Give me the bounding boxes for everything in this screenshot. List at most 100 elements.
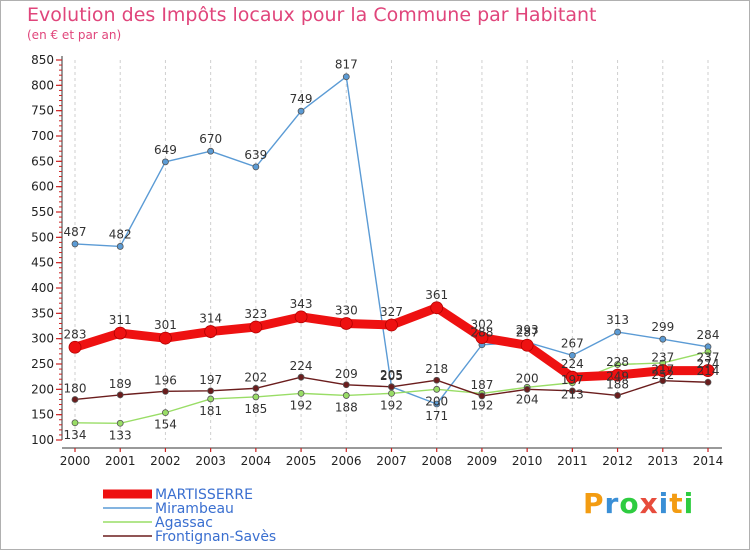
point-Mirambeau-2008: [433, 400, 441, 408]
data-label-Agassac-2008: 200: [425, 394, 448, 408]
data-label-Mirambeau-2008: 171: [425, 409, 448, 423]
data-label-Mirambeau-2009: 288: [470, 326, 493, 340]
data-label-MARTISSERRE-2006: 330: [335, 303, 358, 317]
data-label-Mirambeau-2001: 482: [109, 227, 132, 241]
point-Frontignan-Savès-2003: [207, 387, 215, 395]
point-MARTISSERRE-2000: [68, 340, 82, 354]
point-Agassac-2002: [162, 409, 169, 417]
data-label-Agassac-2006: 188: [335, 400, 358, 414]
x-tick-label: 2003: [195, 454, 226, 468]
data-label-Agassac-2003: 181: [199, 404, 222, 418]
data-label-Agassac-2005: 192: [290, 398, 313, 412]
data-label-Mirambeau-2014: 284: [697, 328, 720, 342]
data-label-MARTISSERRE-2004: 323: [244, 307, 267, 321]
data-label-Frontignan-Savès-2009: 187: [470, 378, 493, 392]
data-label-MARTISSERRE-2013: 237: [651, 351, 674, 365]
point-Agassac-2004: [252, 393, 260, 401]
point-Frontignan-Savès-2002: [162, 387, 169, 395]
data-label-Frontignan-Savès-2013: 217: [651, 363, 674, 377]
data-label-Agassac-2002: 154: [154, 418, 177, 432]
y-tick-label: 500: [31, 230, 54, 244]
legend-label-Frontignan-Savès: Frontignan-Savès: [155, 529, 276, 545]
point-MARTISSERRE-2013: [656, 364, 670, 377]
data-label-MARTISSERRE-2009: 302: [470, 318, 493, 332]
data-label-Frontignan-Savès-2014: 214: [697, 364, 720, 378]
data-label-Frontignan-Savès-2001: 189: [109, 377, 132, 391]
point-Frontignan-Savès-2011: [568, 387, 576, 395]
data-label-Agassac-2001: 133: [109, 428, 132, 442]
point-MARTISSERRE-2002: [159, 331, 172, 345]
x-tick-label: 2007: [376, 454, 407, 468]
point-Agassac-2005: [297, 389, 305, 397]
point-Agassac-2007: [388, 389, 395, 397]
data-label-Agassac-2010: 204: [516, 392, 539, 406]
data-label-Agassac-2009: 192: [470, 398, 493, 412]
logo-letter: i: [683, 487, 695, 520]
point-Frontignan-Savès-2009: [478, 392, 486, 400]
y-tick-label: 750: [31, 104, 54, 118]
y-tick-label: 200: [31, 382, 54, 396]
point-Frontignan-Savès-2008: [433, 376, 441, 384]
data-label-Mirambeau-2002: 649: [154, 143, 177, 157]
point-Mirambeau-2006: [342, 73, 350, 81]
logo-letter: r: [604, 487, 620, 520]
data-label-Agassac-2007: 192: [380, 398, 403, 412]
point-Frontignan-Savès-2012: [614, 392, 621, 399]
x-tick-label: 2004: [241, 454, 272, 468]
point-Agassac-2014: [704, 348, 712, 356]
y-tick-label: 450: [31, 256, 54, 270]
data-label-Frontignan-Savès-2006: 209: [335, 367, 358, 381]
data-label-Frontignan-Savès-2010: 200: [516, 371, 539, 385]
data-label-MARTISSERRE-2001: 311: [109, 313, 132, 327]
y-tick-label: 550: [31, 205, 54, 219]
point-Agassac-2012: [614, 361, 621, 368]
x-tick-label: 2005: [286, 454, 317, 468]
point-Frontignan-Savès-2007: [388, 383, 395, 391]
point-MARTISSERRE-2009: [475, 331, 489, 345]
data-label-Agassac-2013: 252: [651, 368, 674, 382]
logo-letter: t: [669, 487, 684, 520]
x-tick-label: 2011: [557, 454, 588, 468]
data-label-Mirambeau-2012: 313: [606, 313, 629, 327]
y-tick-label: 300: [31, 332, 54, 346]
point-Agassac-2000: [71, 419, 79, 427]
data-label-Mirambeau-2013: 299: [651, 320, 674, 334]
point-MARTISSERRE-2014: [701, 364, 715, 377]
data-label-Mirambeau-2010: 293: [516, 323, 539, 337]
point-Agassac-2008: [433, 385, 441, 393]
point-Frontignan-Savès-2010: [523, 385, 531, 393]
point-Mirambeau-2002: [162, 158, 169, 166]
y-tick-label: 600: [31, 180, 54, 194]
data-label-MARTISSERRE-2000: 283: [64, 327, 87, 341]
x-tick-label: 2010: [512, 454, 543, 468]
point-Mirambeau-2013: [659, 335, 667, 343]
point-MARTISSERRE-2007: [385, 318, 398, 332]
chart-subtitle: (en € et par an): [27, 28, 122, 42]
legend: MARTISSERREMirambeauAgassacFrontignan-Sa…: [103, 487, 276, 545]
y-tick-label: 100: [31, 433, 54, 447]
data-label-Agassac-2014: 274: [697, 357, 720, 371]
point-Mirambeau-2000: [71, 240, 79, 248]
data-label-MARTISSERRE-2012: 228: [606, 355, 629, 369]
point-Mirambeau-2005: [297, 107, 305, 115]
x-tick-label: 2012: [602, 454, 633, 468]
data-label-Frontignan-Savès-2005: 224: [290, 359, 313, 373]
data-label-Frontignan-Savès-2000: 180: [64, 381, 87, 395]
proxiti-logo: Proxiti: [583, 487, 694, 520]
x-tick-label: 2006: [331, 454, 362, 468]
y-tick-label: 800: [31, 78, 54, 92]
data-label-Frontignan-Savès-2011: 197: [561, 373, 584, 387]
data-label-MARTISSERRE-2003: 314: [199, 312, 222, 326]
legend-label-MARTISSERRE: MARTISSERRE: [155, 487, 253, 503]
x-tick-label: 2008: [421, 454, 452, 468]
point-MARTISSERRE-2010: [520, 338, 534, 352]
point-MARTISSERRE-2008: [430, 301, 444, 315]
y-tick-label: 250: [31, 357, 54, 371]
point-MARTISSERRE-2005: [294, 310, 308, 324]
point-MARTISSERRE-2012: [611, 368, 624, 382]
point-Frontignan-Savès-2000: [71, 396, 79, 403]
chart-title: Evolution des Impôts locaux pour la Comm…: [27, 4, 597, 26]
logo-letter: x: [639, 487, 659, 520]
y-tick-label: 850: [31, 53, 54, 67]
